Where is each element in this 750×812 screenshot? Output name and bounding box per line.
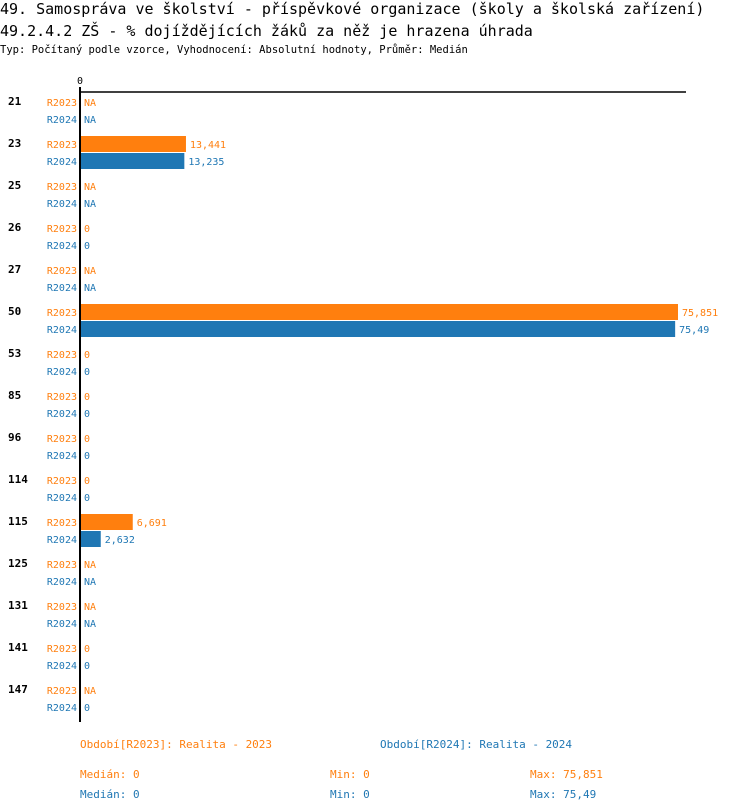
series-label: R2024	[47, 283, 77, 294]
category-label: 114	[8, 473, 28, 486]
data-label: 0	[84, 434, 90, 445]
data-label: NA	[84, 182, 96, 193]
r2024-max: Max: 75,49	[530, 788, 597, 801]
series-label: R2023	[47, 350, 77, 361]
data-label: 0	[84, 224, 90, 235]
category-label: 141	[8, 641, 28, 654]
bar	[80, 153, 185, 169]
data-label: 13,441	[190, 140, 226, 151]
data-label: 0	[84, 644, 90, 655]
series-label: R2024	[47, 493, 77, 504]
series-label: R2024	[47, 241, 77, 252]
data-label: 6,691	[137, 518, 167, 529]
series-label: R2024	[47, 577, 77, 588]
data-label: 13,235	[188, 157, 224, 168]
chart-subtitle: 49.2.4.2 ZŠ - % dojíždějících žáků za ně…	[0, 22, 533, 40]
bar	[80, 304, 678, 320]
data-label: NA	[84, 602, 96, 613]
series-label: R2023	[47, 224, 77, 235]
series-label: R2023	[47, 434, 77, 445]
series-label: R2024	[47, 619, 77, 630]
data-label: 0	[84, 392, 90, 403]
chart-meta: Typ: Počítaný podle vzorce, Vyhodnocení:…	[0, 44, 468, 56]
category-label: 26	[8, 221, 22, 234]
bar	[80, 321, 676, 337]
data-label: NA	[84, 98, 96, 109]
data-label: 0	[84, 367, 90, 378]
data-label: NA	[84, 283, 96, 294]
series-label: R2024	[47, 451, 77, 462]
category-label: 125	[8, 557, 28, 570]
series-label: R2023	[47, 560, 77, 571]
category-label: 147	[8, 683, 28, 696]
series-label: R2024	[47, 535, 77, 546]
chart-title: 49. Samospráva ve školství - příspěvkové…	[0, 0, 705, 18]
data-label: 0	[84, 703, 90, 714]
data-label: NA	[84, 560, 96, 571]
r2023-min: Min: 0	[330, 768, 370, 781]
category-label: 115	[8, 515, 28, 528]
r2023-median: Medián: 0	[80, 768, 140, 781]
data-label: NA	[84, 686, 96, 697]
data-label: NA	[84, 577, 96, 588]
category-label: 131	[8, 599, 28, 612]
series-label: R2024	[47, 115, 77, 126]
category-label: 50	[8, 305, 21, 318]
series-label: R2023	[47, 308, 77, 319]
series-label: R2023	[47, 392, 77, 403]
r2024-min: Min: 0	[330, 788, 370, 801]
series-label: R2023	[47, 182, 77, 193]
category-label: 23	[8, 137, 21, 150]
series-label: R2023	[47, 140, 77, 151]
data-label: 0	[84, 451, 90, 462]
category-label: 85	[8, 389, 21, 402]
category-label: 53	[8, 347, 21, 360]
series-label: R2023	[47, 686, 77, 697]
legend-r2024-title: Období[R2024]: Realita - 2024	[380, 738, 573, 751]
bar	[80, 514, 133, 530]
data-label: 0	[84, 350, 90, 361]
series-label: R2024	[47, 367, 77, 378]
data-label: 0	[84, 476, 90, 487]
category-label: 25	[8, 179, 21, 192]
data-label: 0	[84, 661, 90, 672]
series-label: R2024	[47, 199, 77, 210]
series-label: R2023	[47, 266, 77, 277]
data-label: 0	[84, 241, 90, 252]
data-label: 2,632	[105, 535, 135, 546]
series-label: R2024	[47, 409, 77, 420]
series-label: R2024	[47, 325, 77, 336]
category-label: 96	[8, 431, 22, 444]
series-label: R2023	[47, 518, 77, 529]
data-label: 0	[84, 493, 90, 504]
data-label: 0	[84, 409, 90, 420]
data-label: NA	[84, 115, 96, 126]
data-label: NA	[84, 199, 96, 210]
r2023-max: Max: 75,851	[530, 768, 603, 781]
axis-zero-label: 0	[77, 76, 83, 87]
data-label: 75,49	[679, 325, 709, 336]
series-label: R2023	[47, 602, 77, 613]
series-label: R2023	[47, 98, 77, 109]
data-label: NA	[84, 619, 96, 630]
r2024-median: Medián: 0	[80, 788, 140, 801]
bar	[80, 136, 186, 152]
bar	[80, 531, 101, 547]
series-label: R2024	[47, 661, 77, 672]
category-label: 27	[8, 263, 21, 276]
category-label: 21	[8, 95, 22, 108]
series-label: R2023	[47, 476, 77, 487]
bar-chart: 0 21 R2023 NA R2024 NA 23 R2023 13,441 R2024 13,23…	[8, 76, 718, 722]
legend-r2023-title: Období[R2023]: Realita - 2023	[80, 738, 273, 751]
series-label: R2024	[47, 157, 77, 168]
data-label: 75,851	[682, 308, 718, 319]
series-label: R2023	[47, 644, 77, 655]
data-label: NA	[84, 266, 96, 277]
series-label: R2024	[47, 703, 77, 714]
